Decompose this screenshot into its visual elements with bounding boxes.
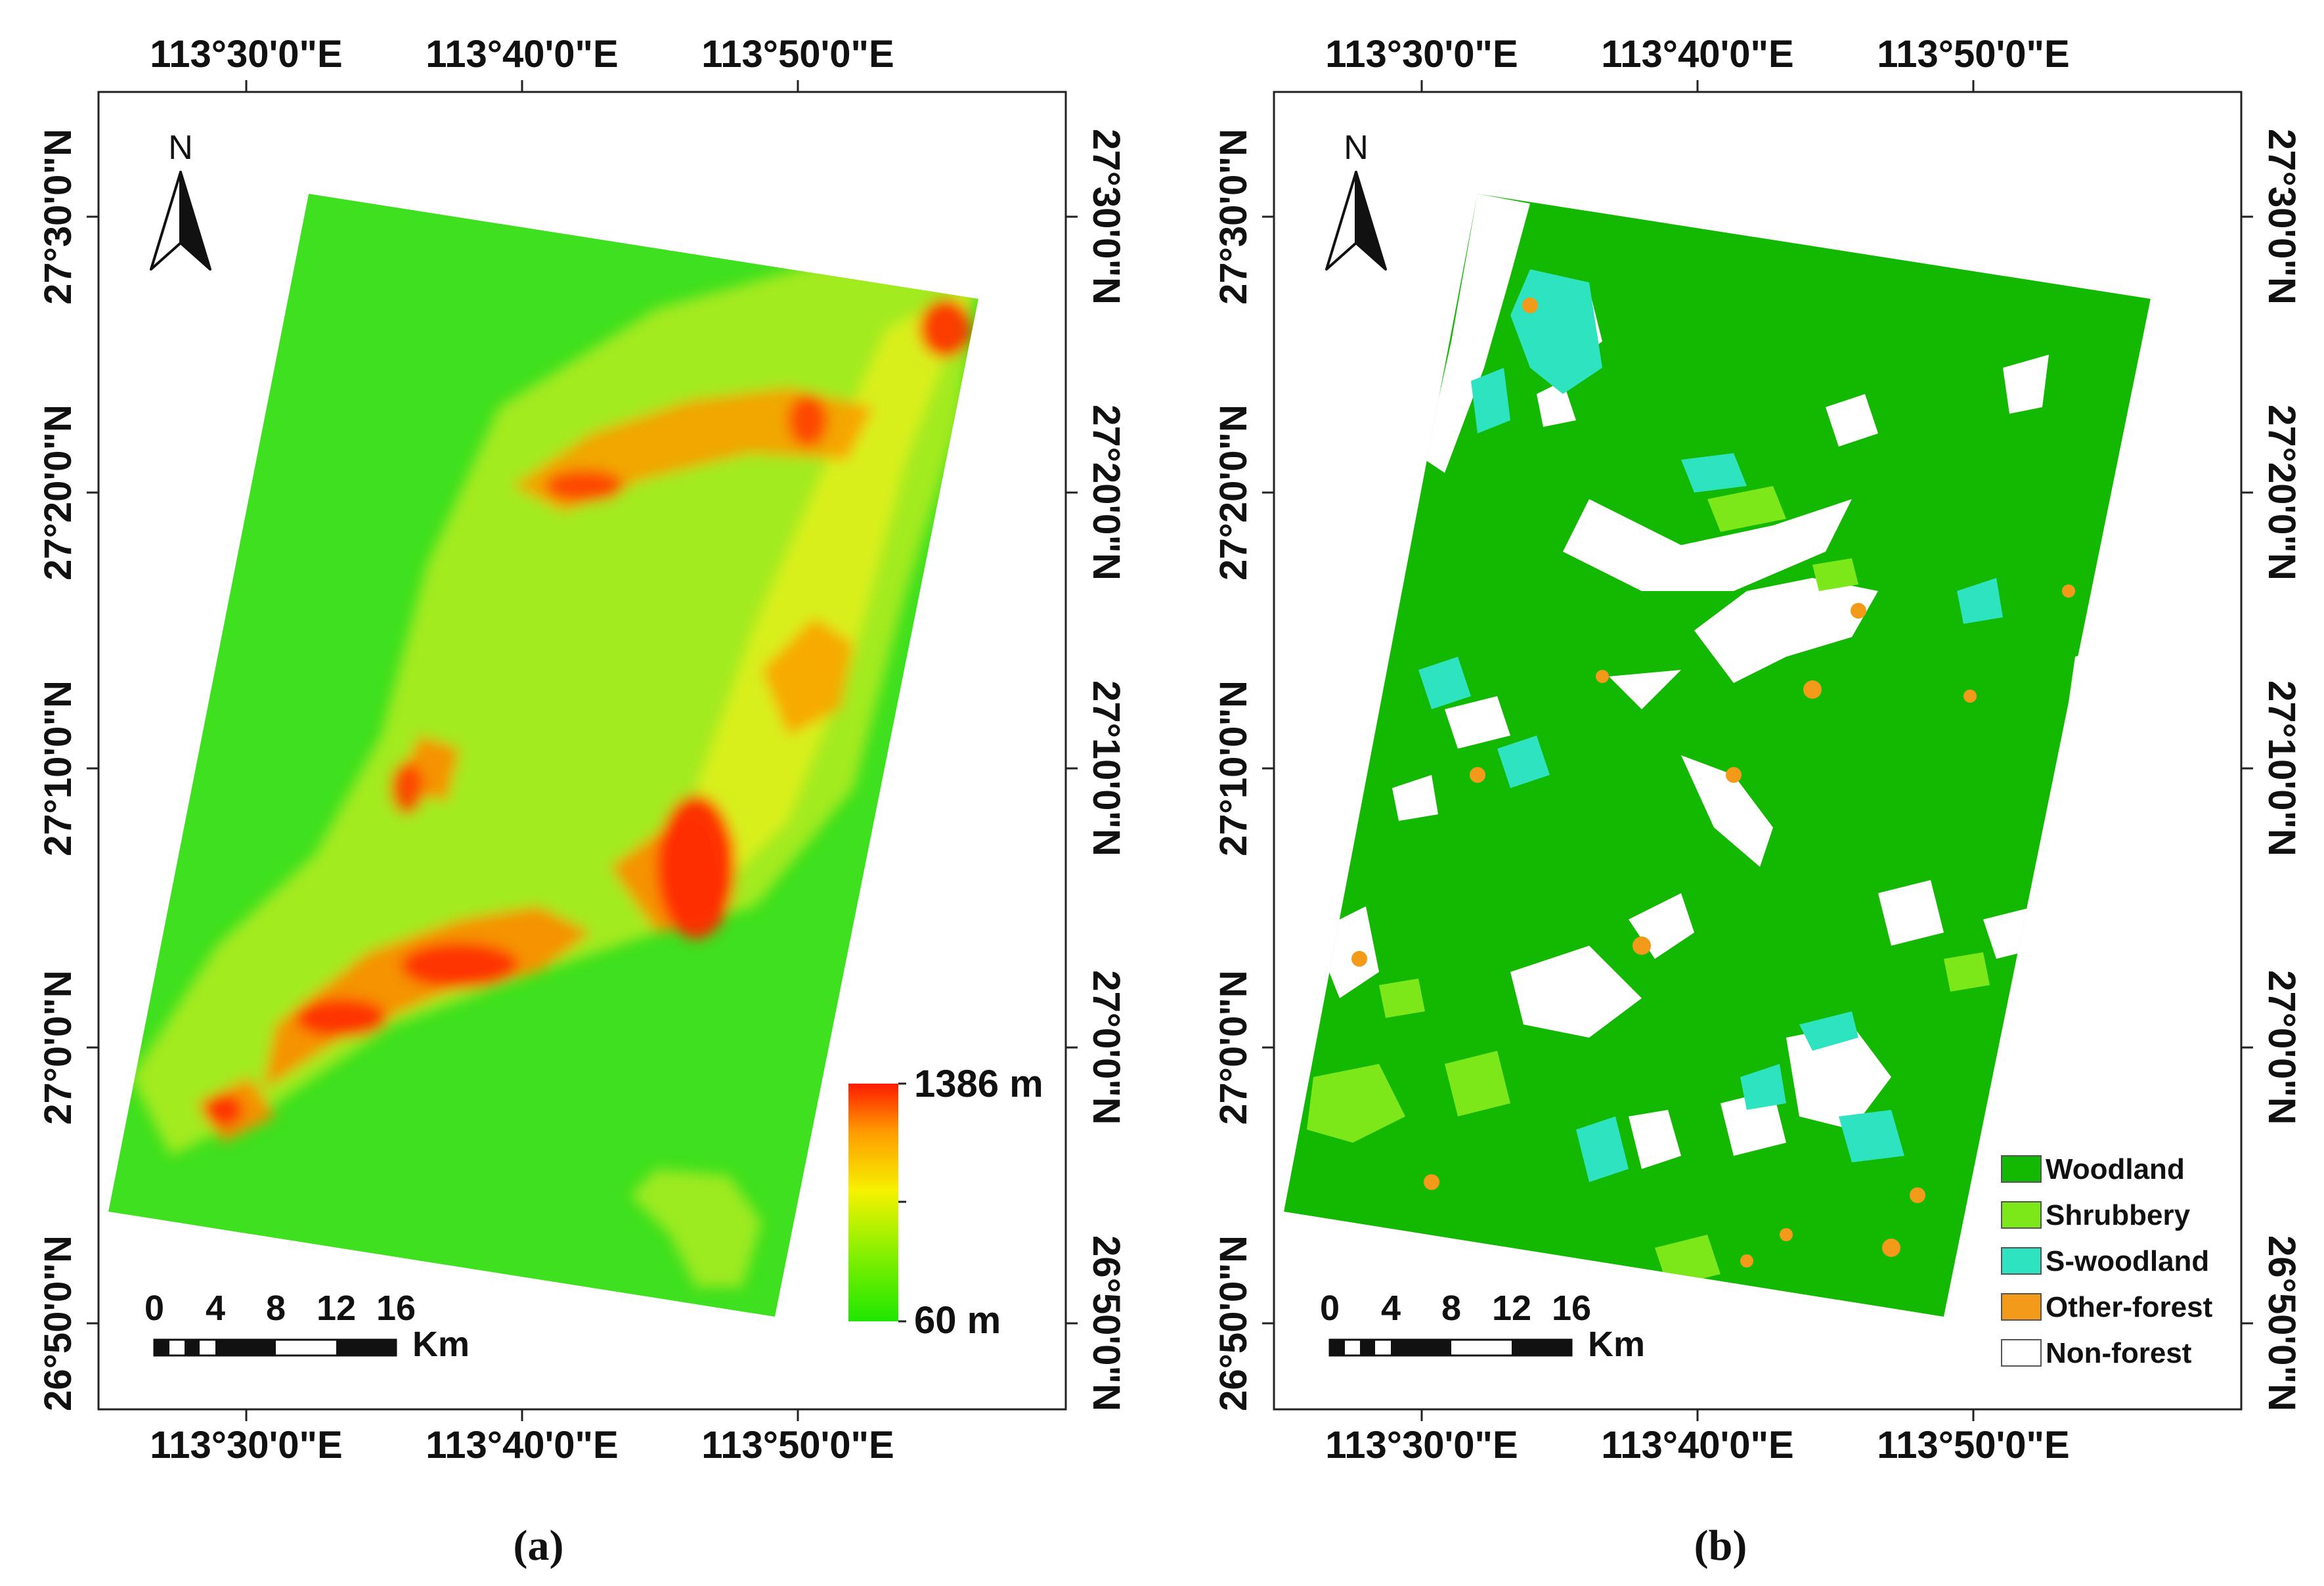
scale-label-12: 12 [1492, 1289, 1531, 1328]
y-tick-left-5: 26°50'0"N [37, 1235, 79, 1411]
caption-b: (b) [1694, 1522, 1747, 1570]
y-tick-right-4: 27°0'0"N [2260, 970, 2303, 1124]
x-tick-bottom-3: 113°50'0"E [701, 1424, 894, 1466]
y-tick-right-2: 27°20'0"N [1085, 405, 1128, 581]
north-arrow-icon: N [1325, 129, 1387, 271]
x-tick-top-3: 113°50'0"E [1877, 33, 2070, 76]
legend-label-non-forest: Non-forest [2046, 1337, 2192, 1369]
scale-unit: Km [1588, 1325, 1645, 1364]
map-frame-b [1273, 91, 2243, 1411]
y-tick-right-2: 27°20'0"N [2260, 405, 2303, 581]
x-tick-bottom-1: 113°30'0"E [150, 1424, 343, 1466]
x-tick-bottom-2: 113°40'0"E [426, 1424, 619, 1466]
legend-label-shrubbery: Shrubbery [2046, 1199, 2191, 1231]
scale-label-12: 12 [317, 1289, 356, 1328]
scale-label-4: 4 [206, 1289, 225, 1328]
graticule-ticks-a [87, 80, 1078, 1421]
y-tick-right-1: 27°30'0"N [1085, 129, 1128, 305]
legend-label-s-woodland: S-woodland [2046, 1245, 2209, 1277]
scale-label-16: 16 [376, 1289, 416, 1328]
y-tick-right-5: 26°50'0"N [2260, 1235, 2303, 1411]
elevation-color-ramp [848, 1084, 898, 1321]
legend-swatch-woodland [2001, 1155, 2042, 1183]
y-tick-left-4: 27°0'0"N [1212, 970, 1255, 1124]
y-tick-left-3: 27°10'0"N [37, 680, 79, 856]
elevation-max-label: 1386 m [914, 1063, 1043, 1105]
y-tick-left-5: 26°50'0"N [1212, 1235, 1255, 1411]
y-tick-right-1: 27°30'0"N [2260, 129, 2303, 305]
x-tick-top-3: 113°50'0"E [701, 33, 894, 76]
class-legend: Woodland Shrubbery S-woodland Other-fore… [2001, 1153, 2213, 1369]
caption-a: (a) [514, 1522, 564, 1570]
legend-swatch-other-forest [2001, 1293, 2042, 1321]
y-tick-left-1: 27°30'0"N [37, 129, 79, 305]
forest-class-raster [1284, 194, 2151, 1317]
scale-label-8: 8 [1441, 1289, 1461, 1328]
x-tick-top-2: 113°40'0"E [1601, 33, 1794, 76]
y-tick-left-1: 27°30'0"N [1212, 129, 1255, 305]
x-tick-top-1: 113°30'0"E [150, 33, 343, 76]
scale-label-0: 0 [1320, 1289, 1340, 1328]
y-tick-left-3: 27°10'0"N [1212, 680, 1255, 856]
legend-label-other-forest: Other-forest [2046, 1291, 2213, 1323]
graticule-ticks-b [1262, 80, 2253, 1421]
y-tick-left-4: 27°0'0"N [37, 970, 79, 1124]
scale-label-8: 8 [266, 1289, 286, 1328]
scale-label-16: 16 [1552, 1289, 1591, 1328]
x-tick-top-2: 113°40'0"E [426, 33, 619, 76]
north-label: N [168, 129, 193, 167]
legend-label-woodland: Woodland [2046, 1153, 2185, 1185]
north-arrow-icon: N [150, 129, 211, 271]
panel-a: 113°30'0"E 113°40'0"E 113°50'0"E 113°30'… [37, 33, 1128, 1570]
legend-swatch-shrubbery [2001, 1201, 2042, 1229]
north-label: N [1344, 129, 1369, 167]
y-tick-right-5: 26°50'0"N [1085, 1235, 1128, 1411]
dem-raster [108, 194, 978, 1317]
y-tick-right-3: 27°10'0"N [2260, 680, 2303, 856]
map-frame-a [97, 91, 1067, 1411]
y-tick-right-4: 27°0'0"N [1085, 970, 1128, 1124]
elevation-legend: 1386 m 60 m [848, 1063, 1043, 1342]
x-tick-bottom-3: 113°50'0"E [1877, 1424, 2070, 1466]
legend-swatch-s-woodland [2001, 1247, 2042, 1275]
x-tick-top-1: 113°30'0"E [1325, 33, 1518, 76]
scale-label-4: 4 [1381, 1289, 1401, 1328]
scale-label-0: 0 [144, 1289, 164, 1328]
y-tick-right-3: 27°10'0"N [1085, 680, 1128, 856]
x-tick-bottom-2: 113°40'0"E [1601, 1424, 1794, 1466]
scale-bar-a: 0 4 8 12 16 Km [144, 1289, 470, 1364]
elevation-min-label: 60 m [914, 1299, 1001, 1342]
scale-unit: Km [412, 1325, 470, 1364]
panel-b: 113°30'0"E 113°40'0"E 113°50'0"E 113°30'… [1212, 33, 2303, 1570]
y-tick-left-2: 27°20'0"N [37, 405, 79, 581]
x-tick-bottom-1: 113°30'0"E [1325, 1424, 1518, 1466]
y-tick-left-2: 27°20'0"N [1212, 405, 1255, 581]
scale-bar-b: 0 4 8 12 16 Km [1320, 1289, 1645, 1364]
legend-swatch-non-forest [2001, 1339, 2042, 1367]
